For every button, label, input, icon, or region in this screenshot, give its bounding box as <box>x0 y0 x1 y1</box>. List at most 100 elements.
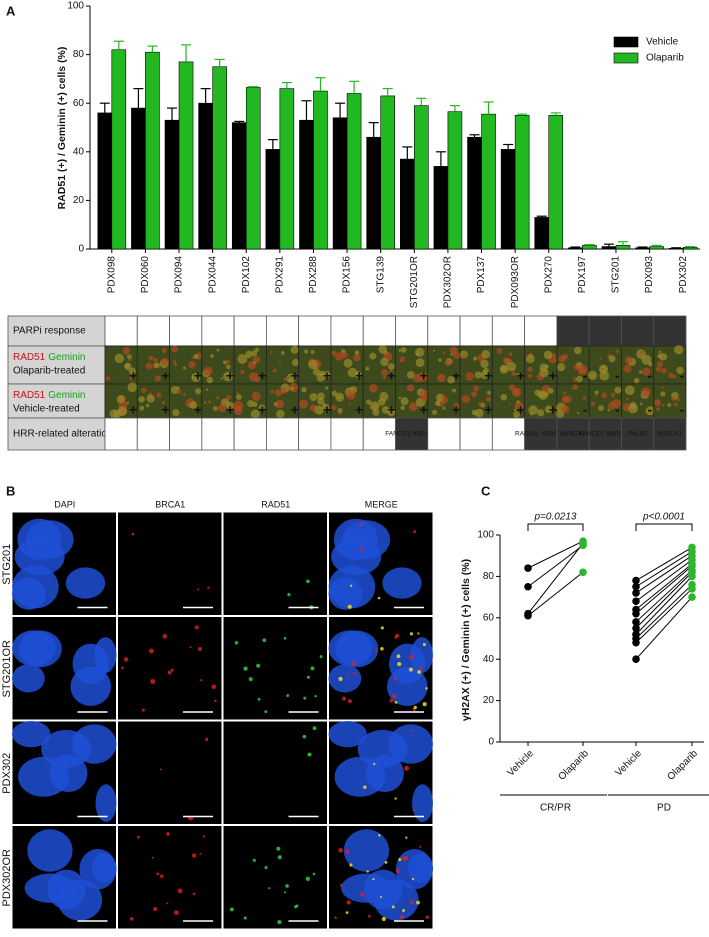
foci <box>417 670 421 674</box>
dot <box>632 597 640 605</box>
response-cell <box>137 316 169 346</box>
bar <box>179 62 193 249</box>
foci <box>373 763 375 765</box>
image-speck <box>407 371 415 379</box>
legend-swatch <box>614 37 638 47</box>
foci <box>413 809 415 811</box>
score-sign: + <box>323 402 331 418</box>
image-speck <box>473 357 477 361</box>
foci <box>262 638 266 642</box>
alteration-cell <box>266 418 298 450</box>
bar <box>280 89 294 249</box>
row-label: HRR-related alterations <box>13 429 118 440</box>
image-speck <box>399 397 401 399</box>
image-speck <box>475 409 484 418</box>
row-label: Olaparib-treated <box>13 366 85 377</box>
image-speck <box>563 392 566 395</box>
foci <box>142 709 145 712</box>
image-speck <box>452 389 456 393</box>
score-sign: + <box>291 368 299 384</box>
image-speck <box>311 350 315 354</box>
x-tick-label: STG201OR <box>409 256 420 308</box>
legend-label: Olaparib <box>646 53 684 64</box>
foci <box>402 909 405 912</box>
channel-label: MERGE <box>365 499 398 509</box>
foci <box>230 908 234 912</box>
image-speck <box>331 405 336 410</box>
response-cell <box>525 316 557 346</box>
bar <box>683 247 697 249</box>
score-sign: + <box>161 368 169 384</box>
foci <box>349 863 352 866</box>
micrograph <box>118 826 223 930</box>
image-speck <box>677 398 680 401</box>
bar <box>213 67 227 249</box>
sample-label: PDX302OR <box>1 849 13 907</box>
image-speck <box>475 371 482 378</box>
image-speck <box>501 394 508 401</box>
x-tick-label: PDX197 <box>577 256 588 294</box>
bar <box>602 247 616 249</box>
bar <box>199 103 213 249</box>
foci <box>410 632 413 635</box>
bar <box>381 96 395 249</box>
foci <box>378 597 381 600</box>
score-sign: + <box>517 402 525 418</box>
nucleus <box>66 567 105 598</box>
foci <box>178 889 183 894</box>
image-speck <box>656 367 661 372</box>
image-speck <box>640 403 643 406</box>
image-speck <box>401 347 407 353</box>
image-speck <box>453 352 460 359</box>
foci <box>346 850 350 854</box>
error-bar <box>604 244 614 246</box>
image-speck <box>660 391 665 396</box>
foci <box>203 835 205 837</box>
score-sign: + <box>291 402 299 418</box>
foci <box>162 634 167 639</box>
image-speck <box>601 393 607 399</box>
image-speck <box>582 396 586 400</box>
foci <box>363 786 366 789</box>
response-cell <box>396 316 428 346</box>
image-speck <box>574 347 582 355</box>
p-value: p<0.0001 <box>642 512 685 523</box>
x-tick-label: PDX302OR <box>443 256 454 308</box>
alteration-cell <box>202 418 234 450</box>
sample-label: STG201 <box>1 544 13 585</box>
pair-line <box>636 552 692 587</box>
foci <box>423 702 427 706</box>
image-speck <box>210 354 214 358</box>
image-speck <box>252 392 261 401</box>
foci <box>423 643 426 646</box>
image-speck <box>253 361 256 364</box>
response-cell <box>363 316 395 346</box>
bar <box>582 245 596 249</box>
image-speck <box>433 350 435 352</box>
score-sign: + <box>226 402 234 418</box>
panel-label: A <box>6 3 16 18</box>
alteration-cell <box>428 418 460 450</box>
image-speck <box>290 386 294 390</box>
score-sign: - <box>647 368 652 384</box>
foci <box>382 917 386 921</box>
foci <box>235 641 239 645</box>
x-tick-label: PDX137 <box>476 256 487 294</box>
image-speck <box>183 393 186 396</box>
x-tick-label: Olaparib <box>556 748 591 783</box>
foci <box>314 695 316 697</box>
image-speck <box>275 400 284 409</box>
channel-label: RAD51 <box>261 499 290 509</box>
bar <box>246 87 260 249</box>
foci <box>132 533 135 536</box>
image-speck <box>595 395 597 397</box>
foci <box>121 666 124 669</box>
foci <box>368 915 371 918</box>
micrograph <box>223 826 328 930</box>
x-tick-label: PDX156 <box>342 256 353 294</box>
image-speck <box>401 397 409 405</box>
foci <box>152 857 154 859</box>
nucleus <box>19 631 62 668</box>
foci <box>284 891 286 893</box>
